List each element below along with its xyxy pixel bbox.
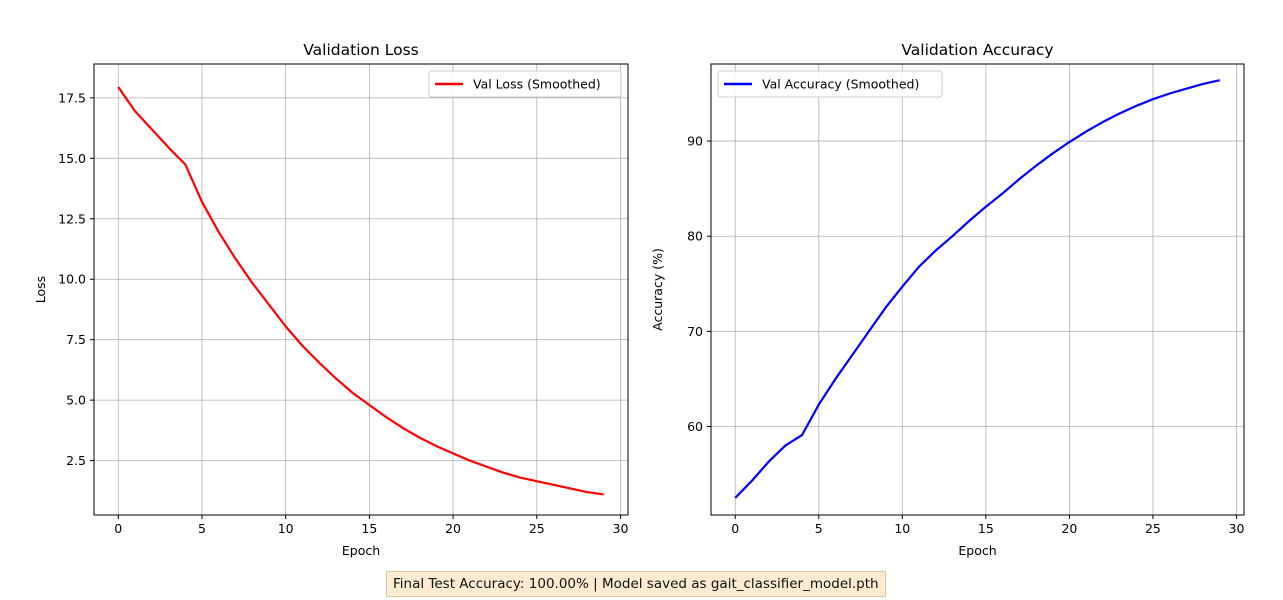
loss-x-tick-label: 10 xyxy=(278,521,294,536)
loss-x-tick-label: 5 xyxy=(198,521,206,536)
accuracy-x-tick-label: 25 xyxy=(1145,521,1161,536)
accuracy-x-axis-label: Epoch xyxy=(958,543,996,558)
accuracy-chart-title: Validation Accuracy xyxy=(901,41,1053,59)
loss-chart-title: Validation Loss xyxy=(303,41,418,59)
loss-legend: Val Loss (Smoothed) xyxy=(428,70,622,98)
loss-x-tick-label: 25 xyxy=(529,521,545,536)
accuracy-legend: Val Accuracy (Smoothed) xyxy=(717,70,943,98)
loss-legend-label: Val Loss (Smoothed) xyxy=(473,77,601,92)
loss-x-tick-label: 20 xyxy=(445,521,461,536)
accuracy-x-tick-label: 30 xyxy=(1229,521,1245,536)
loss-x-tick-label: 30 xyxy=(613,521,629,536)
loss-y-tick-label: 7.5 xyxy=(66,332,86,347)
accuracy-y-tick-label: 80 xyxy=(687,229,703,244)
accuracy-legend-label: Val Accuracy (Smoothed) xyxy=(762,77,919,92)
accuracy-x-tick-label: 0 xyxy=(731,521,739,536)
loss-chart: 0 5 10 15 20 25 30 2.5 5.0 7.5 10.0 12.5 15.0 17.5 Val… xyxy=(33,41,629,558)
accuracy-x-tick-label: 5 xyxy=(815,521,823,536)
loss-y-tick-label: 2.5 xyxy=(66,453,86,468)
loss-axes-frame xyxy=(93,63,629,516)
accuracy-y-tick-label: 90 xyxy=(687,134,703,149)
accuracy-chart: 0 5 10 15 20 25 30 60 70 80 90 Validation Accuracy E… xyxy=(650,41,1245,558)
accuracy-y-tick-label: 60 xyxy=(687,419,703,434)
loss-y-tick-label: 12.5 xyxy=(58,211,86,226)
loss-y-tick-label: 17.5 xyxy=(58,90,86,105)
loss-x-tick-label: 15 xyxy=(361,521,377,536)
accuracy-series-line xyxy=(734,79,1221,499)
accuracy-axes-frame xyxy=(710,63,1245,516)
final-accuracy-caption: Final Test Accuracy: 100.00% | Model sav… xyxy=(386,571,886,597)
accuracy-y-tick-label: 70 xyxy=(687,324,703,339)
loss-series-line xyxy=(117,86,604,496)
loss-x-tick-label: 0 xyxy=(114,521,122,536)
accuracy-legend-box xyxy=(717,70,943,98)
loss-legend-box xyxy=(428,70,622,98)
loss-y-tick-label: 15.0 xyxy=(58,151,86,166)
accuracy-y-axis-label: Accuracy (%) xyxy=(650,248,665,331)
loss-y-axis-label: Loss xyxy=(33,276,48,303)
accuracy-x-tick-label: 10 xyxy=(894,521,910,536)
loss-x-axis-label: Epoch xyxy=(342,543,380,558)
accuracy-x-tick-label: 15 xyxy=(978,521,994,536)
accuracy-x-tick-label: 20 xyxy=(1061,521,1077,536)
loss-y-tick-label: 5.0 xyxy=(66,393,86,408)
loss-y-tick-label: 10.0 xyxy=(58,272,86,287)
